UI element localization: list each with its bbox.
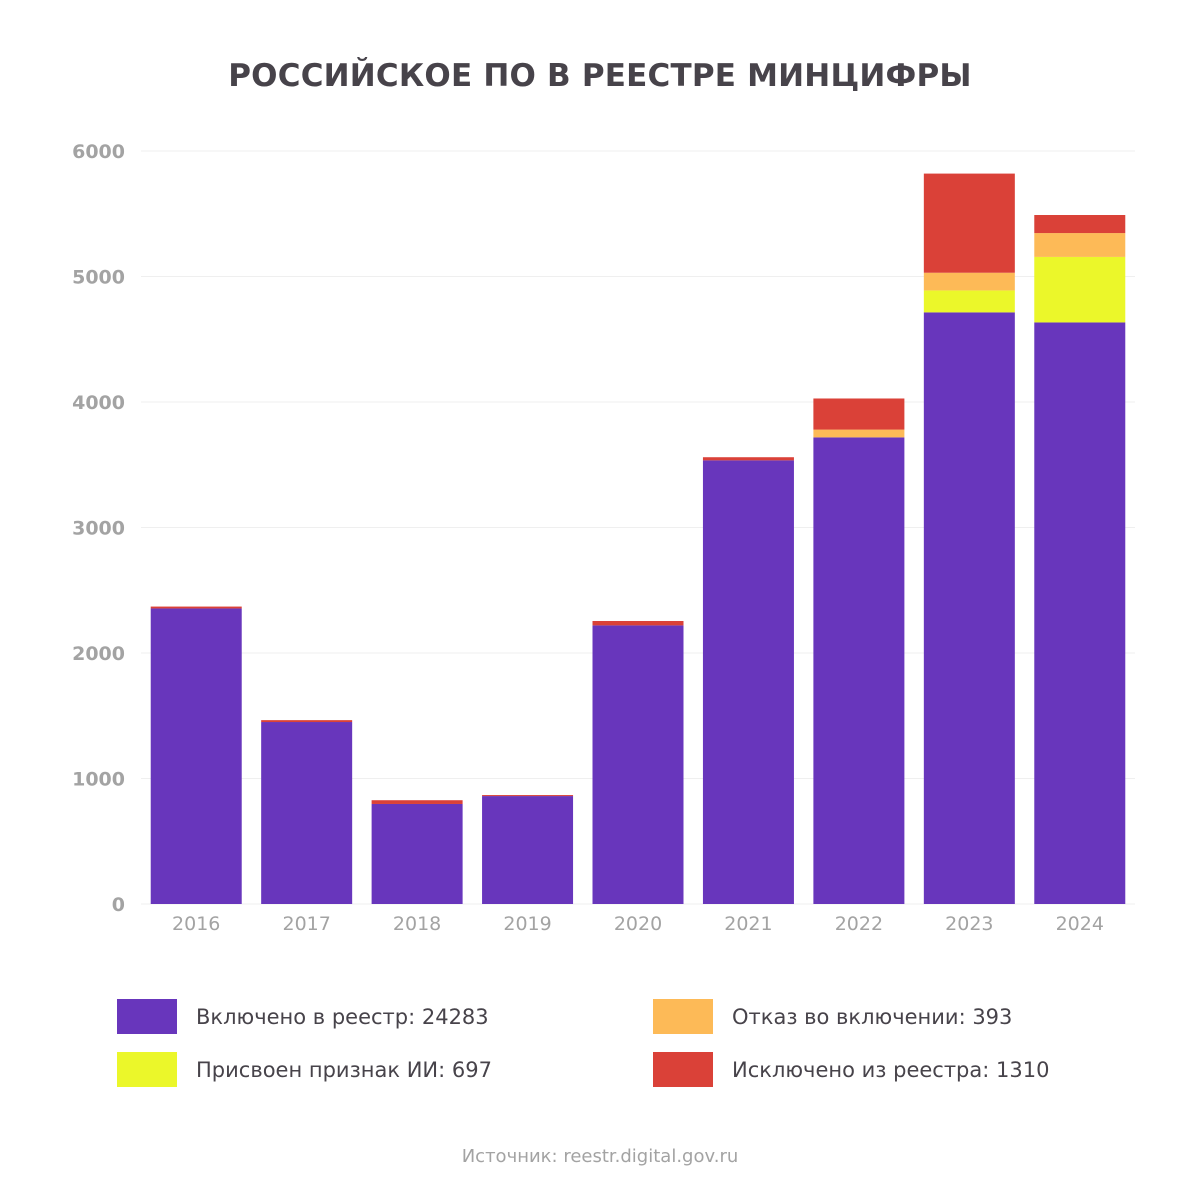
- x-axis-ticks: 2016 2017 2018 2019 2020 2021 2022 2023 2024: [172, 913, 1104, 935]
- y-axis-ticks: 0 1000 2000 3000 4000 5000 6000: [72, 141, 125, 916]
- bar-segment-2019-s3: [482, 795, 574, 797]
- x-tick-label: 2020: [614, 913, 662, 935]
- bar-segment-2021-s3: [702, 457, 794, 461]
- x-tick-label: 2022: [835, 913, 883, 935]
- bar-segment-2024-s3: [1034, 215, 1126, 234]
- bar-segment-2023-s2: [923, 272, 1015, 291]
- bar-segment-2017-s3: [261, 720, 353, 723]
- legend-swatch-excluded: [653, 1052, 713, 1087]
- x-tick-label: 2024: [1056, 913, 1104, 935]
- bar-segment-2023-s3: [923, 173, 1015, 273]
- bar-segment-2022-s0: [813, 437, 905, 904]
- chart-title: РОССИЙСКОЕ ПО В РЕЕСТРЕ МИНЦИФРЫ: [228, 58, 972, 94]
- x-tick-label: 2016: [172, 913, 220, 935]
- x-tick-label: 2018: [393, 913, 441, 935]
- legend-label-included: Включено в реестр: 24283: [196, 1004, 489, 1029]
- bar-segment-2023-s1: [923, 290, 1015, 313]
- x-tick-label: 2021: [724, 913, 772, 935]
- y-tick-label: 1000: [72, 769, 125, 791]
- legend-item-rejected: Отказ во включении: 393: [653, 999, 1012, 1034]
- bar-segment-2024-s1: [1034, 256, 1126, 323]
- bars: [150, 173, 1126, 905]
- x-tick-label: 2017: [282, 913, 330, 935]
- y-tick-label: 0: [112, 894, 125, 916]
- bar-segment-2022-s2: [813, 429, 905, 438]
- legend-label-excluded: Исключено из реестра: 1310: [732, 1057, 1050, 1082]
- bar-segment-2024-s0: [1034, 322, 1126, 905]
- legend-item-included: Включено в реестр: 24283: [117, 999, 489, 1034]
- y-tick-label: 6000: [72, 141, 125, 163]
- bar-segment-2020-s0: [592, 625, 684, 904]
- bar-segment-2021-s0: [702, 460, 794, 904]
- legend-swatch-included: [117, 999, 177, 1034]
- x-tick-label: 2019: [503, 913, 551, 935]
- bar-segment-2024-s2: [1034, 233, 1126, 257]
- y-tick-label: 4000: [72, 392, 125, 414]
- legend-item-ai: Присвоен признак ИИ: 697: [117, 1052, 492, 1087]
- bar-segment-2018-s0: [371, 803, 463, 904]
- bar-segment-2023-s0: [923, 312, 1015, 904]
- bar-segment-2019-s0: [482, 796, 574, 904]
- source-note: Источник: reestr.digital.gov.ru: [461, 1146, 739, 1167]
- bar-segment-2016-s0: [150, 608, 242, 904]
- bar-segment-2016-s3: [150, 606, 242, 609]
- legend-swatch-rejected: [653, 999, 713, 1034]
- y-tick-label: 5000: [72, 267, 125, 289]
- y-tick-label: 2000: [72, 643, 125, 665]
- legend-swatch-ai: [117, 1052, 177, 1087]
- bar-segment-2022-s3: [813, 398, 905, 430]
- x-tick-label: 2023: [945, 913, 993, 935]
- y-tick-label: 3000: [72, 518, 125, 540]
- bar-segment-2017-s0: [261, 722, 353, 904]
- bar-segment-2020-s3: [592, 620, 684, 626]
- legend-label-rejected: Отказ во включении: 393: [732, 1004, 1013, 1029]
- legend-label-ai: Присвоен признак ИИ: 697: [196, 1057, 492, 1082]
- bar-segment-2018-s3: [371, 800, 463, 804]
- legend-item-excluded: Исключено из реестра: 1310: [653, 1052, 1049, 1087]
